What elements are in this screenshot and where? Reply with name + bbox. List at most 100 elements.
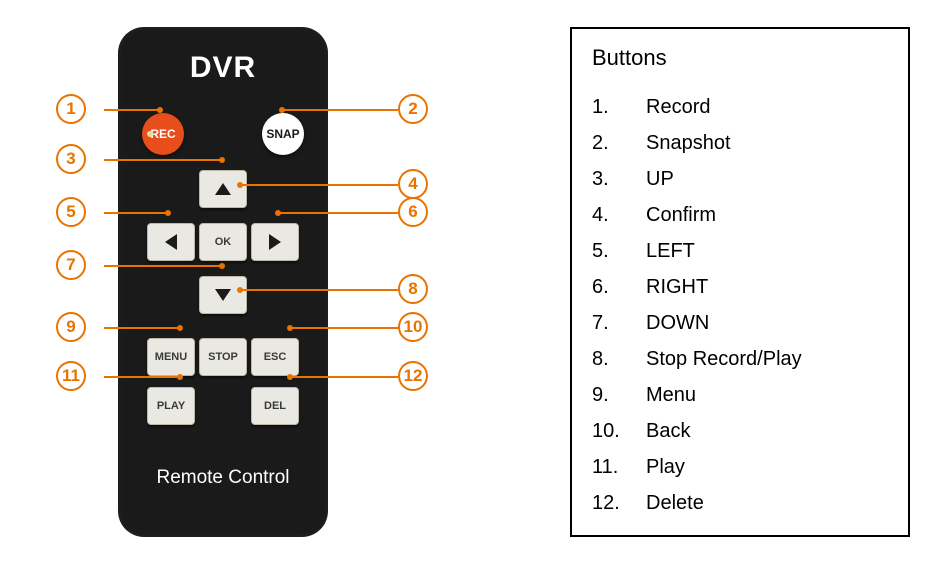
legend-item: 8.Stop Record/Play [592,341,888,377]
callout-dot [157,107,163,113]
legend-item-label: DOWN [646,305,709,341]
legend-item-number: 9. [592,377,646,413]
legend-item: 2.Snapshot [592,125,888,161]
rec-indicator-dot [147,131,153,137]
legend-item-label: Menu [646,377,696,413]
callout-number: 6 [398,197,428,227]
callout-dot [237,182,243,188]
left-button[interactable] [147,223,195,261]
callout-dot [177,374,183,380]
del-button[interactable]: DEL [251,387,299,425]
legend-item-number: 6. [592,269,646,305]
callout-leader [104,109,160,111]
callout-leader [240,184,398,186]
callout-number: 5 [56,197,86,227]
legend-item-number: 10. [592,413,646,449]
snap-label: SNAP [266,127,299,141]
callout-leader [240,289,398,291]
legend-item-label: Confirm [646,197,716,233]
callout-number: 2 [398,94,428,124]
callout-dot [287,325,293,331]
remote-footer: Remote Control [118,467,328,489]
legend-item-number: 8. [592,341,646,377]
stop-button[interactable]: STOP [199,338,247,376]
callout-leader [290,376,398,378]
callout-dot [287,374,293,380]
legend-item: 9.Menu [592,377,888,413]
callout-dot [219,157,225,163]
legend-item-number: 7. [592,305,646,341]
right-button[interactable] [251,223,299,261]
legend-item-number: 3. [592,161,646,197]
legend-item: 6.RIGHT [592,269,888,305]
callout-number: 10 [398,312,428,342]
legend-item-number: 4. [592,197,646,233]
arrow-up-icon [215,183,231,195]
remote-title: DVR [118,51,328,85]
arrow-left-icon [165,234,177,250]
legend-item: 3.UP [592,161,888,197]
callout-dot [219,263,225,269]
callout-leader [104,159,222,161]
arrow-down-icon [215,289,231,301]
legend-item-number: 11. [592,449,646,485]
legend-item: 10.Back [592,413,888,449]
stop-label: STOP [208,351,238,363]
callout-number: 1 [56,94,86,124]
play-label: PLAY [157,400,185,412]
callout-number: 3 [56,144,86,174]
legend-box: Buttons 1.Record2.Snapshot3.UP4.Confirm5… [570,27,910,537]
play-button[interactable]: PLAY [147,387,195,425]
legend-item-number: 2. [592,125,646,161]
legend-item-label: Play [646,449,685,485]
arrow-right-icon [269,234,281,250]
remote-body: DVR REC SNAP OK MENU STOP ESC PLAY DEL R… [118,27,328,537]
legend-item-label: Delete [646,485,704,521]
ok-label: OK [215,236,232,248]
del-label: DEL [264,400,286,412]
menu-label: MENU [155,351,187,363]
legend-item: 5.LEFT [592,233,888,269]
callout-leader [282,109,398,111]
callout-leader [104,265,222,267]
rec-button[interactable]: REC [142,113,184,155]
legend-item-label: Back [646,413,690,449]
legend-item-label: RIGHT [646,269,708,305]
callout-dot [237,287,243,293]
legend-item: 4.Confirm [592,197,888,233]
callout-number: 7 [56,250,86,280]
legend-item-label: Stop Record/Play [646,341,802,377]
down-button[interactable] [199,276,247,314]
callout-number: 8 [398,274,428,304]
legend-title: Buttons [592,45,888,71]
callout-number: 11 [56,361,86,391]
legend-item: 7.DOWN [592,305,888,341]
ok-button[interactable]: OK [199,223,247,261]
legend-item-label: Snapshot [646,125,731,161]
callout-leader [104,212,168,214]
callout-leader [290,327,398,329]
callout-number: 4 [398,169,428,199]
callout-leader [104,327,180,329]
callout-dot [177,325,183,331]
legend-item: 11.Play [592,449,888,485]
esc-label: ESC [264,351,287,363]
legend-item-label: Record [646,89,710,125]
menu-button[interactable]: MENU [147,338,195,376]
legend-item-number: 5. [592,233,646,269]
legend-item: 1.Record [592,89,888,125]
callout-dot [275,210,281,216]
legend-item-number: 12. [592,485,646,521]
legend-list: 1.Record2.Snapshot3.UP4.Confirm5.LEFT6.R… [592,89,888,521]
legend-item-number: 1. [592,89,646,125]
callout-dot [165,210,171,216]
snap-button[interactable]: SNAP [262,113,304,155]
callout-leader [278,212,398,214]
up-button[interactable] [199,170,247,208]
esc-button[interactable]: ESC [251,338,299,376]
legend-item-label: LEFT [646,233,695,269]
callout-dot [279,107,285,113]
legend-item-label: UP [646,161,674,197]
rec-label: REC [150,127,175,141]
callout-leader [104,376,180,378]
